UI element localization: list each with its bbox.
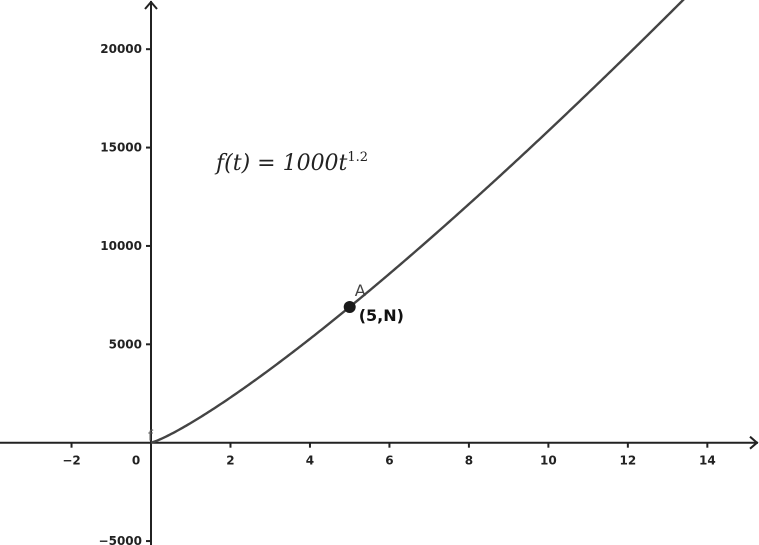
point-a-label: (5,N): [359, 306, 404, 325]
curve-f: [150, 0, 685, 444]
y-ticks: −5000 5000 10000 15000 20000: [99, 42, 152, 545]
x-tick-label: 8: [465, 454, 473, 468]
x-tick-label: 14: [699, 454, 716, 468]
x-tick-label: 10: [540, 454, 557, 468]
y-tick-label: 5000: [109, 337, 142, 351]
x-ticks: −2 0 2 4 6 8 10 12 14: [62, 442, 716, 468]
curve-name-label: f: [148, 429, 154, 445]
x-tick-label: 6: [385, 454, 393, 468]
x-tick-label: −2: [62, 454, 80, 468]
x-tick-label: 0: [132, 454, 140, 468]
x-tick-label: 2: [226, 454, 234, 468]
y-tick-label: 20000: [100, 42, 142, 56]
y-tick-label: 15000: [100, 141, 142, 155]
y-tick-label: 10000: [100, 239, 142, 253]
point-a-marker: [343, 300, 356, 313]
points: A (5,N): [343, 281, 404, 325]
point-a-name: A: [355, 281, 366, 300]
x-tick-label: 4: [306, 454, 314, 468]
x-axis-arrow: [749, 435, 759, 450]
formula-lhs: f(t) = 1000t: [214, 151, 348, 176]
y-axis-arrow: [144, 0, 158, 10]
x-tick-label: 12: [620, 454, 637, 468]
formula-label: f(t) = 1000t1.2: [214, 150, 368, 176]
formula-exponent: 1.2: [347, 150, 368, 165]
y-tick-label: −5000: [99, 534, 142, 545]
